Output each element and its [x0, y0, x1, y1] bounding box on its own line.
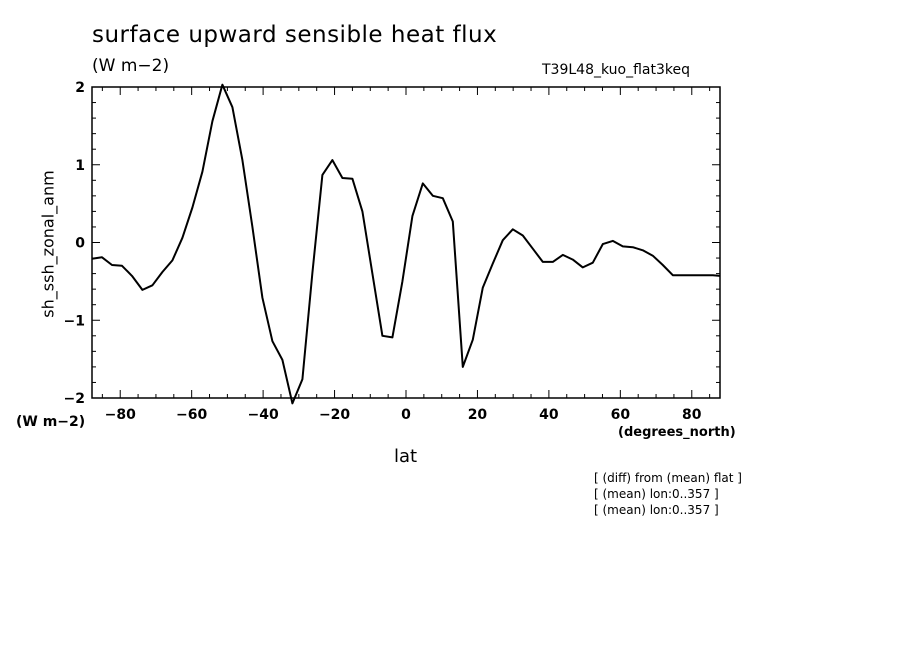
plot-frame	[91, 86, 721, 399]
processing-notes: [ (diff) from (mean) flat ] [ (mean) lon…	[594, 470, 742, 518]
x-axis-label: lat	[394, 446, 418, 467]
chart-title: surface upward sensible heat flux	[92, 22, 498, 48]
y-tick-label: 0	[75, 236, 85, 252]
y-axis-units: (W m−2)	[16, 414, 86, 430]
axis-tick-labels: −80 −60 −40 −20 0 20 40 60 80 −2 −1 0 1 2	[64, 80, 702, 423]
run-name: T39L48_kuo_flat3keq	[542, 62, 690, 78]
axis-ticks	[92, 86, 720, 399]
chart-units: (W m−2)	[92, 56, 170, 76]
x-axis-units: (degrees_north)	[618, 425, 736, 440]
y-tick-label: −2	[64, 391, 85, 407]
y-tick-label: 1	[75, 158, 85, 174]
x-tick-label: 20	[468, 407, 488, 423]
series-line	[91, 83, 721, 405]
x-tick-label: 80	[682, 407, 702, 423]
x-tick-label: 0	[401, 407, 411, 423]
note-line: [ (mean) lon:0..357 ]	[594, 503, 719, 517]
y-tick-label: 2	[75, 80, 85, 96]
y-tick-label: −1	[64, 313, 85, 329]
x-tick-label: −60	[176, 407, 207, 423]
y-axis-label: sh_ssh_zonal_anm	[38, 170, 58, 318]
x-tick-label: 40	[539, 407, 559, 423]
note-line: [ (mean) lon:0..357 ]	[594, 487, 719, 501]
x-tick-label: 60	[611, 407, 631, 423]
x-tick-label: −40	[248, 407, 279, 423]
x-tick-label: −80	[105, 407, 136, 423]
x-tick-label: −20	[319, 407, 350, 423]
note-line: [ (diff) from (mean) flat ]	[594, 471, 742, 485]
